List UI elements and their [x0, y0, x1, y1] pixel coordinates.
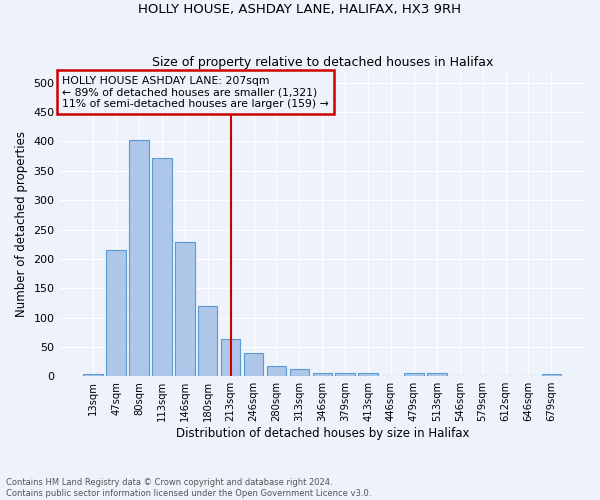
Bar: [404, 374, 424, 376]
Bar: [427, 374, 446, 376]
Bar: [313, 372, 332, 376]
Bar: [335, 374, 355, 376]
Bar: [542, 374, 561, 376]
Bar: [267, 366, 286, 376]
Bar: [221, 339, 241, 376]
Bar: [152, 158, 172, 376]
Bar: [290, 368, 309, 376]
Bar: [129, 140, 149, 376]
Bar: [198, 306, 217, 376]
Bar: [83, 374, 103, 376]
Bar: [244, 354, 263, 376]
Text: HOLLY HOUSE ASHDAY LANE: 207sqm
← 89% of detached houses are smaller (1,321)
11%: HOLLY HOUSE ASHDAY LANE: 207sqm ← 89% of…: [62, 76, 329, 109]
Text: Contains HM Land Registry data © Crown copyright and database right 2024.
Contai: Contains HM Land Registry data © Crown c…: [6, 478, 371, 498]
X-axis label: Distribution of detached houses by size in Halifax: Distribution of detached houses by size …: [176, 427, 469, 440]
Bar: [175, 242, 194, 376]
Bar: [358, 374, 378, 376]
Bar: [106, 250, 126, 376]
Y-axis label: Number of detached properties: Number of detached properties: [15, 130, 28, 316]
Text: HOLLY HOUSE, ASHDAY LANE, HALIFAX, HX3 9RH: HOLLY HOUSE, ASHDAY LANE, HALIFAX, HX3 9…: [139, 2, 461, 16]
Title: Size of property relative to detached houses in Halifax: Size of property relative to detached ho…: [152, 56, 493, 68]
